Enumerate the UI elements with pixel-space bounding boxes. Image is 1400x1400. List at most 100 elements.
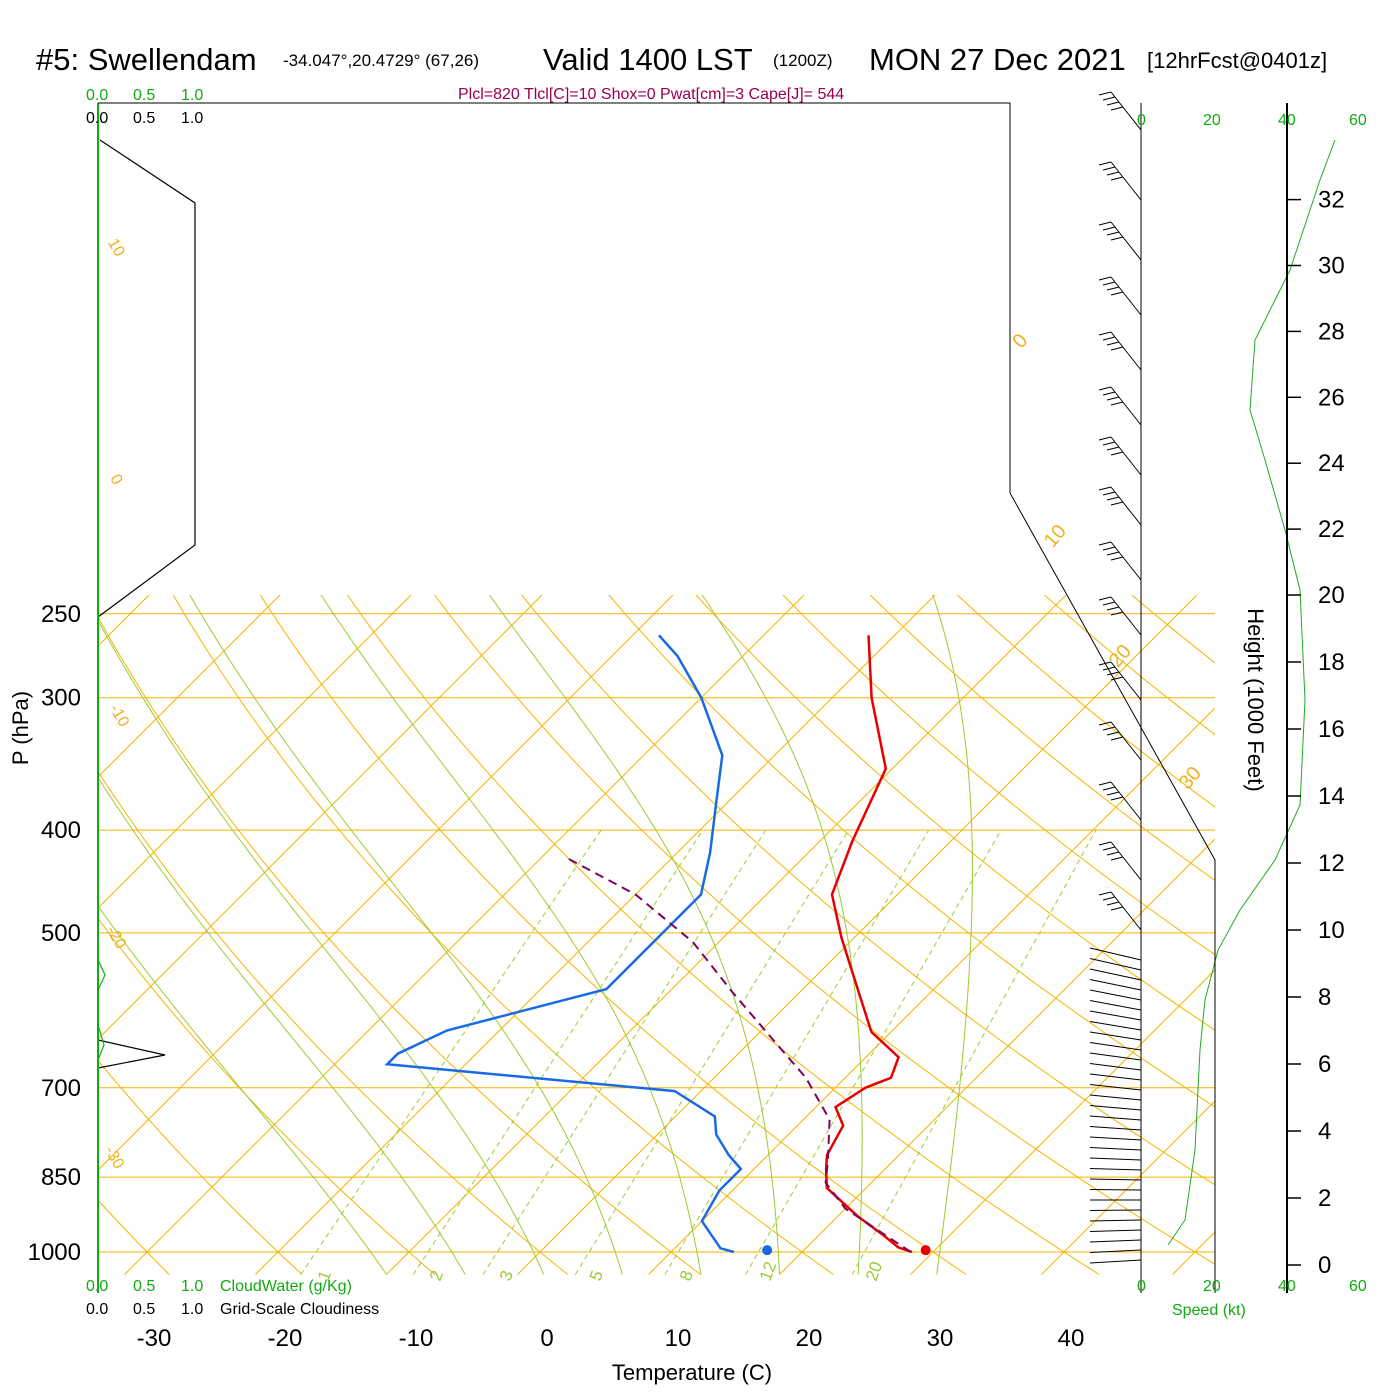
pressure-tick-label: 700 bbox=[41, 1075, 81, 1102]
cloud-green-scale-1: 0.5 bbox=[133, 87, 155, 104]
wind-barb-feather bbox=[1098, 486, 1112, 491]
wind-barb bbox=[1089, 1189, 1142, 1191]
mixing-ratio-line bbox=[574, 829, 850, 1275]
cloud-black-scale-0: 0.0 bbox=[86, 110, 108, 127]
wind-barb-staff bbox=[1089, 1010, 1142, 1021]
isotherm-label: 0 bbox=[1008, 330, 1032, 353]
isotherm-label: 10 bbox=[104, 236, 128, 260]
wind-barb-staff bbox=[1089, 1052, 1142, 1061]
height-tick-label: 0 bbox=[1318, 1252, 1331, 1279]
wind-barb-staff bbox=[1089, 1063, 1142, 1071]
temperature-tick-label: -20 bbox=[268, 1325, 303, 1352]
height-tick-label: 8 bbox=[1318, 984, 1331, 1011]
wind-barb bbox=[1098, 436, 1142, 476]
wind-barb-staff bbox=[1089, 989, 1142, 1001]
surface-temperature-marker bbox=[920, 1245, 931, 1256]
wind-barb-staff bbox=[1110, 486, 1142, 526]
cloudwater-profile-upper bbox=[97, 959, 106, 991]
wind-barb-staff bbox=[1089, 1157, 1142, 1161]
wind-barb-feather bbox=[1102, 166, 1116, 171]
profiles bbox=[384, 634, 931, 1256]
wind-barb-feather bbox=[1110, 736, 1124, 741]
height-tick-label: 6 bbox=[1318, 1051, 1331, 1078]
wind-barb-feather bbox=[1106, 671, 1120, 676]
wind-barb bbox=[1098, 161, 1142, 201]
wind-barb-staff bbox=[1110, 221, 1142, 261]
wind-barb-staff bbox=[1110, 841, 1142, 881]
wind-barb-staff bbox=[1110, 161, 1142, 201]
wind-barb bbox=[1089, 1105, 1142, 1111]
mixing-ratio-label: 8 bbox=[676, 1268, 697, 1283]
temperature-tick-label: 0 bbox=[540, 1325, 553, 1352]
cloudiness-label: Grid-Scale Cloudiness bbox=[220, 1301, 379, 1318]
moist-adiabat bbox=[320, 594, 702, 1275]
wind-barb-feather bbox=[1102, 336, 1116, 341]
dry-adiabat bbox=[98, 770, 569, 1275]
height-tick-label: 28 bbox=[1318, 318, 1345, 345]
pressure-tick-label: 400 bbox=[41, 817, 81, 844]
isotherm-label: 10 bbox=[1040, 521, 1071, 552]
mixing-ratio-line bbox=[482, 829, 767, 1275]
wind-barb-feather bbox=[1102, 601, 1116, 606]
wind-barb-staff bbox=[1089, 1073, 1142, 1081]
wind-barb-feather bbox=[1106, 731, 1120, 736]
dewpoint-profile bbox=[384, 634, 743, 1254]
speed-top-0: 0 bbox=[1137, 112, 1146, 129]
dry-adiabat bbox=[172, 594, 834, 1275]
wind-barb bbox=[1098, 541, 1142, 581]
wind-barb bbox=[1098, 781, 1142, 821]
wind-barb-feather bbox=[1110, 236, 1124, 241]
speed-bottom-3: 60 bbox=[1349, 1278, 1367, 1295]
isotherm bbox=[255, 594, 936, 1275]
wind-barb bbox=[1089, 1168, 1142, 1171]
wind-barb-feather bbox=[1106, 791, 1120, 796]
speed-top-3: 60 bbox=[1349, 112, 1367, 129]
dry-adiabat bbox=[1044, 594, 1215, 736]
cloudwater-label: CloudWater (g/Kg) bbox=[220, 1278, 352, 1295]
wind-barb-staff bbox=[1110, 891, 1142, 931]
wind-barb-feather bbox=[1098, 276, 1112, 281]
wind-barb-staff bbox=[1089, 1031, 1142, 1041]
wind-barb bbox=[1089, 1178, 1142, 1181]
wind-barb-feather bbox=[1106, 231, 1120, 236]
moist-adiabat bbox=[932, 594, 973, 1275]
speed-axis-label: Speed (kt) bbox=[1172, 1302, 1246, 1319]
speed-top-2: 40 bbox=[1278, 112, 1296, 129]
cloud-black-scale-2: 1.0 bbox=[181, 110, 203, 127]
isotherm bbox=[386, 594, 1067, 1275]
dry-adiabat bbox=[98, 917, 436, 1275]
wind-barb-staff bbox=[1110, 276, 1142, 316]
wind-barb-feather bbox=[1110, 856, 1124, 861]
isotherm-label: 0 bbox=[106, 472, 125, 488]
wind-barb bbox=[1089, 1157, 1142, 1161]
wind-barb bbox=[1089, 1259, 1142, 1264]
wind-barb-staff bbox=[1089, 1094, 1142, 1101]
temperature-tick-label: 30 bbox=[927, 1325, 954, 1352]
wind-barb-staff bbox=[1110, 661, 1142, 701]
cloud-black-bottom-1: 0.5 bbox=[133, 1301, 155, 1318]
wind-barb bbox=[1098, 596, 1142, 636]
wind-barb bbox=[1098, 841, 1142, 881]
wind-barb-staff bbox=[1089, 1084, 1142, 1091]
wind-barb-feather bbox=[1098, 781, 1112, 786]
wind-barb-feather bbox=[1106, 396, 1120, 401]
dry-adiabat bbox=[521, 594, 1215, 1186]
moist-adiabat bbox=[488, 594, 780, 1275]
cloud-green-scale-2: 1.0 bbox=[181, 87, 203, 104]
wind-barb-feather bbox=[1098, 541, 1112, 546]
height-tick-label: 4 bbox=[1318, 1118, 1331, 1145]
dry-adiabat bbox=[782, 594, 1215, 956]
wind-barb-feather bbox=[1110, 906, 1124, 911]
wind-barb-staff bbox=[1089, 1178, 1142, 1181]
speed-bottom-2: 40 bbox=[1278, 1278, 1296, 1295]
cloudiness-profile-upper bbox=[97, 139, 196, 618]
isotherm-label: -10 bbox=[106, 701, 132, 730]
valid-time: Valid 1400 LST bbox=[543, 42, 753, 77]
wind-barb-feather bbox=[1110, 676, 1124, 681]
wind-barb-staff bbox=[1089, 1000, 1142, 1011]
wind-barb-staff bbox=[1110, 781, 1142, 821]
pressure-tick-label: 300 bbox=[41, 685, 81, 712]
isotherm bbox=[779, 838, 1215, 1275]
mixing-ratio-line bbox=[851, 829, 1097, 1275]
